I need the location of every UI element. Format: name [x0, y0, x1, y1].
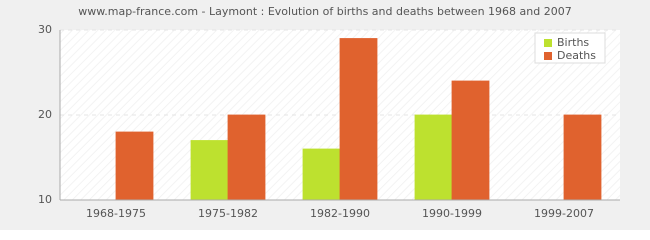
legend-swatch: [544, 52, 552, 60]
bar: [451, 80, 490, 201]
legend-label: Deaths: [557, 49, 596, 62]
legend-label: Births: [557, 36, 589, 49]
bar: [302, 148, 341, 201]
y-tick-label: 10: [38, 193, 52, 206]
x-tick-label: 1990-1999: [422, 207, 482, 220]
y-tick-label: 20: [38, 108, 52, 121]
x-tick-label: 1999-2007: [534, 207, 594, 220]
bar: [190, 140, 229, 201]
bar: [414, 114, 453, 201]
bar: [563, 114, 602, 201]
chart-title: www.map-france.com - Laymont : Evolution…: [78, 5, 571, 18]
y-tick-label: 30: [38, 23, 52, 36]
bar: [115, 131, 154, 201]
x-tick-label: 1968-1975: [86, 207, 146, 220]
bar: [339, 38, 378, 201]
x-tick-label: 1982-1990: [310, 207, 370, 220]
bar: [227, 114, 266, 201]
chart: www.map-france.com - Laymont : Evolution…: [0, 0, 650, 230]
x-tick-label: 1975-1982: [198, 207, 258, 220]
legend-box: [534, 32, 606, 64]
legend-swatch: [544, 39, 552, 47]
